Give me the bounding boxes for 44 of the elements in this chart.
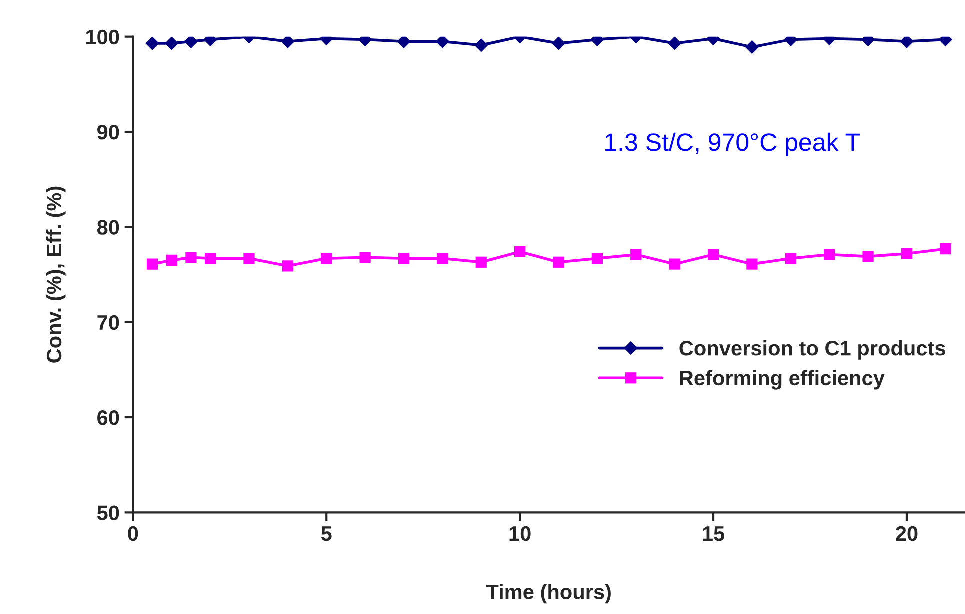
- x-axis-title: Time (hours): [486, 584, 611, 604]
- point: [282, 260, 294, 272]
- point: [186, 252, 197, 264]
- point: [204, 253, 216, 264]
- point: [708, 249, 720, 260]
- point: [592, 253, 604, 264]
- point: [514, 246, 526, 258]
- x-tick-label: 15: [703, 526, 725, 542]
- y-tick-label: 90: [98, 125, 120, 140]
- y-tick-label: 80: [97, 220, 120, 235]
- point: [398, 253, 410, 264]
- point: [360, 252, 371, 264]
- point: [146, 258, 158, 270]
- point: [476, 256, 487, 268]
- y-tick-label: 50: [97, 506, 120, 520]
- x-tick-label: 5: [321, 526, 332, 542]
- point: [669, 258, 680, 270]
- point: [436, 36, 450, 48]
- point: [397, 36, 411, 48]
- x-tick-label: 10: [510, 526, 531, 542]
- point: [321, 253, 332, 264]
- y-tick-label: 70: [98, 315, 120, 330]
- point: [244, 253, 255, 264]
- point: [166, 254, 178, 266]
- x-tick-label: 0: [128, 526, 138, 542]
- point: [900, 36, 914, 48]
- point: [901, 248, 913, 260]
- y-tick-label: 100: [86, 30, 120, 45]
- point: [785, 253, 796, 264]
- point: [746, 258, 758, 270]
- legend-label: Conversion to C1 products: [680, 340, 946, 360]
- point: [281, 36, 295, 48]
- point: [184, 36, 198, 48]
- y-axis-title: Conv. (%), Eff. (%): [46, 186, 66, 363]
- point: [824, 249, 836, 260]
- annotation: 1.3 St/C, 970°C peak T: [606, 132, 860, 156]
- point: [940, 244, 952, 255]
- x-tick-label: 20: [896, 526, 918, 542]
- legend-label: Reforming efficiency: [680, 370, 885, 390]
- point: [630, 249, 642, 260]
- point: [437, 253, 448, 264]
- y-tick-label: 60: [98, 410, 120, 426]
- point: [862, 251, 874, 262]
- point: [553, 256, 564, 268]
